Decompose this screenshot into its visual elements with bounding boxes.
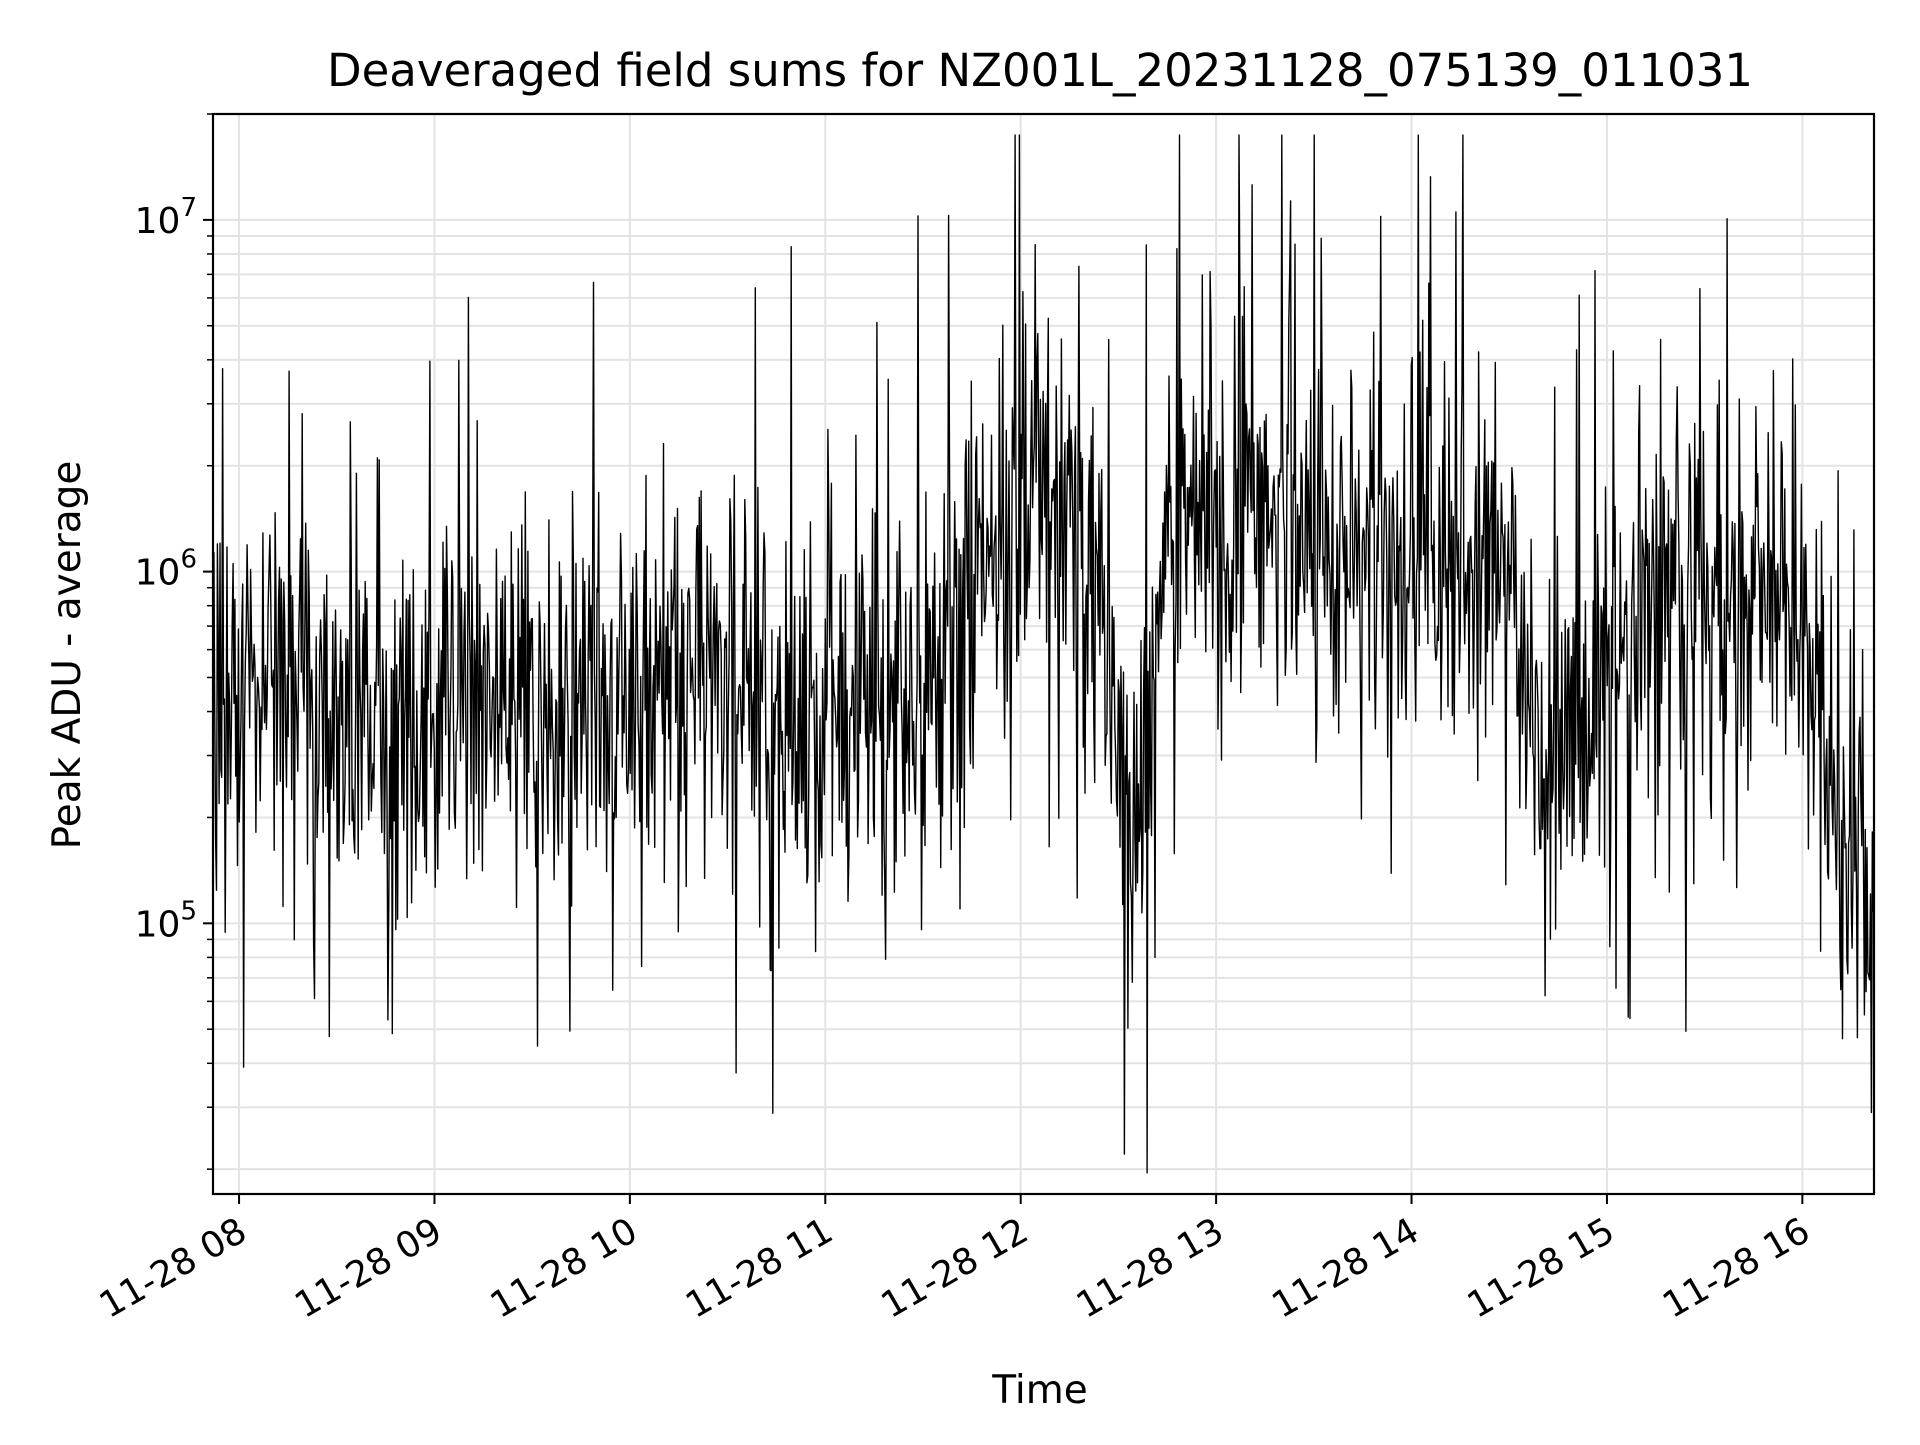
y-tick-label: 107 xyxy=(135,193,197,242)
y-tick-label: 106 xyxy=(135,545,197,594)
chart-title: Deaveraged field sums for NZ001L_2023112… xyxy=(327,44,1753,97)
y-axis-label: Peak ADU - average xyxy=(45,461,90,850)
plot-frame xyxy=(211,112,1876,1196)
y-tick-label: 105 xyxy=(135,896,197,945)
x-axis-label: Time xyxy=(991,1368,1087,1413)
plot-data xyxy=(212,134,1875,1174)
data-series-line xyxy=(212,134,1875,1174)
